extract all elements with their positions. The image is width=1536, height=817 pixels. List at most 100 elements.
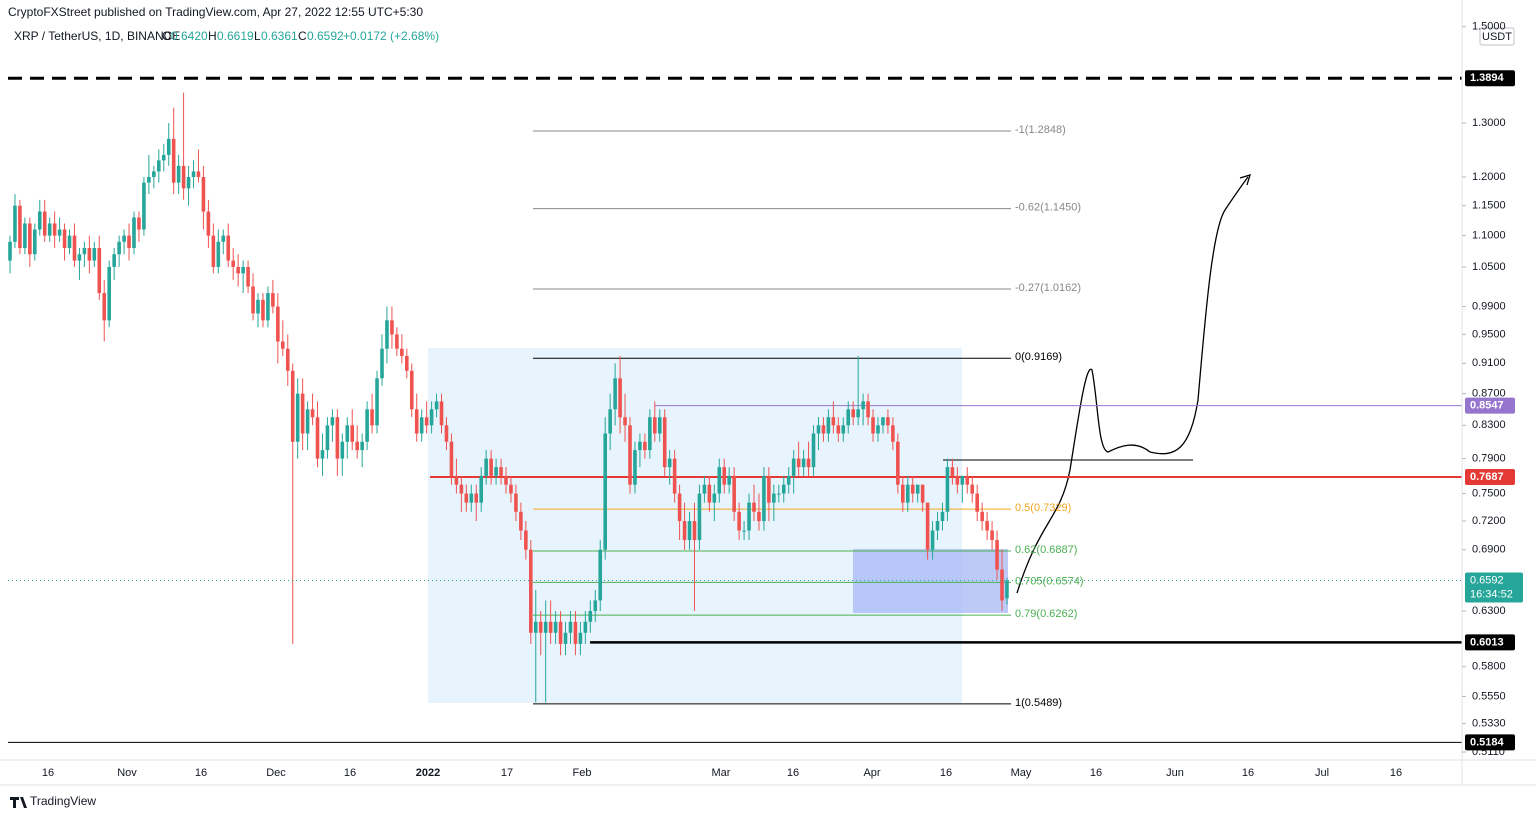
- x-tick-label: Dec: [266, 767, 286, 779]
- buy-zone-box: [853, 549, 1008, 613]
- candle-body: [985, 521, 989, 531]
- candle-body: [648, 417, 652, 451]
- candle-body: [757, 511, 761, 522]
- x-tick-label: Mar: [712, 767, 731, 779]
- candle-body: [672, 458, 677, 494]
- candle-body: [409, 370, 414, 410]
- legend-value: 0.6592: [307, 29, 344, 43]
- candle-body: [256, 299, 260, 314]
- candle-body: [598, 549, 603, 601]
- candle-body: [836, 425, 841, 434]
- candle-body: [82, 247, 87, 255]
- candle-body: [325, 425, 330, 451]
- candle-body: [414, 409, 419, 434]
- candle-body: [722, 467, 727, 485]
- candle-body: [37, 211, 42, 230]
- y-tick-label: 0.7200: [1472, 515, 1506, 527]
- y-tick-label: 1.3000: [1472, 117, 1506, 129]
- candle-body: [568, 621, 573, 633]
- candle-body: [806, 458, 811, 468]
- y-tick-label: 0.5800: [1472, 661, 1506, 673]
- y-tick-label: 0.6300: [1472, 605, 1506, 617]
- candle-body: [796, 458, 801, 468]
- fib-label: 0.5(0.7329): [1015, 502, 1071, 514]
- price-tag: [1465, 734, 1515, 751]
- candle-body: [72, 235, 77, 261]
- candle-body: [801, 458, 806, 468]
- candle-body: [33, 229, 37, 255]
- candle-body: [191, 171, 196, 178]
- candle-body: [687, 521, 692, 541]
- candle-body: [23, 223, 27, 248]
- y-tick-label: 1.2000: [1472, 171, 1506, 183]
- candle-body: [558, 621, 563, 644]
- candle-body: [62, 229, 67, 248]
- candle-body: [886, 417, 890, 426]
- candle-body: [578, 632, 583, 644]
- candle-body: [697, 493, 702, 541]
- candle-body: [747, 502, 751, 531]
- countdown: 16:34:52: [1470, 588, 1513, 600]
- candle-body: [137, 217, 141, 230]
- y-tick-label: 1.1500: [1472, 200, 1506, 212]
- candle-body: [781, 484, 786, 494]
- candle-body: [519, 511, 523, 531]
- legend-value: 0.6619: [217, 29, 254, 43]
- candle-body: [613, 378, 617, 410]
- candle-body: [390, 320, 394, 335]
- price-tag-label: 0.5184: [1470, 736, 1505, 748]
- candle-body: [841, 425, 846, 434]
- candle-body: [643, 441, 647, 451]
- candle-body: [315, 417, 320, 459]
- candle-body: [489, 458, 493, 476]
- candle-body: [529, 549, 533, 633]
- candle-body: [251, 286, 255, 314]
- candle-body: [181, 165, 186, 189]
- candle-body: [871, 417, 875, 434]
- candle-body: [915, 484, 920, 494]
- candle-body: [816, 425, 821, 434]
- candle-body: [97, 247, 102, 294]
- candle-body: [454, 475, 459, 485]
- candle-body: [57, 229, 62, 236]
- y-tick-label: 0.8300: [1472, 419, 1506, 431]
- candle-body: [484, 458, 488, 476]
- candle-body: [444, 425, 449, 442]
- legend-change: +0.0172 (+2.68%): [343, 29, 439, 43]
- y-tick-label: 0.6900: [1472, 544, 1506, 556]
- currency-box[interactable]: [1479, 27, 1515, 46]
- candle-body: [112, 254, 116, 267]
- fib-label: -0.62(1.1450): [1015, 202, 1081, 214]
- fib-label: 0.62(0.6887): [1015, 544, 1077, 556]
- candle-body: [122, 235, 126, 242]
- candle-body: [975, 493, 979, 512]
- candle-body: [380, 348, 384, 379]
- candle-body: [186, 177, 191, 189]
- candle-body: [881, 417, 885, 426]
- candle-body: [935, 521, 940, 531]
- candle-body: [236, 266, 240, 274]
- fib-label: -0.27(1.0162): [1015, 282, 1081, 294]
- candle-body: [777, 493, 781, 495]
- candle-body: [752, 502, 756, 512]
- candle-body: [920, 484, 925, 503]
- candle-body: [335, 417, 340, 459]
- y-tick-label: 0.9100: [1472, 357, 1506, 369]
- candle-body: [405, 355, 409, 371]
- candle-body: [285, 348, 290, 371]
- y-tick-label: 0.9500: [1472, 328, 1506, 340]
- x-tick-label: Apr: [863, 767, 880, 779]
- candle-body: [67, 235, 72, 248]
- x-tick-label: Nov: [117, 767, 137, 779]
- price-tag: [1465, 469, 1515, 486]
- candle-body: [856, 409, 860, 418]
- candle-body: [166, 138, 171, 155]
- candle-body: [628, 425, 632, 485]
- candle-body: [960, 475, 965, 485]
- x-tick-label: 16: [1390, 767, 1402, 779]
- candle-body: [543, 621, 548, 633]
- candle-body: [276, 306, 280, 342]
- candle-body: [429, 409, 434, 426]
- legend-key: O: [162, 29, 171, 43]
- candle-body: [712, 493, 717, 503]
